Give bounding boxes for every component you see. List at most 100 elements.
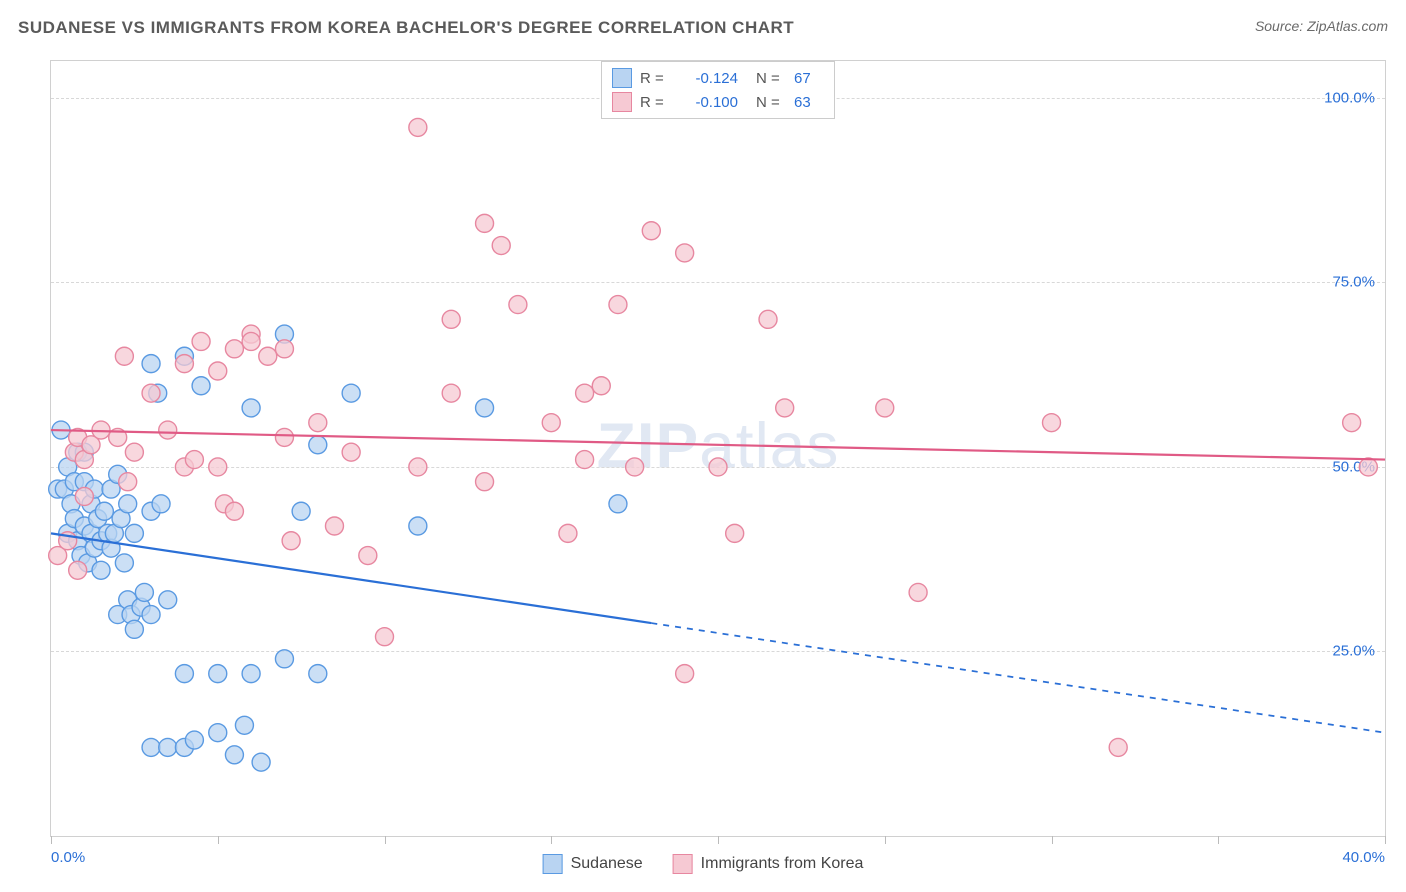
legend-label-sudanese: Sudanese [571, 855, 643, 873]
data-point [292, 502, 310, 520]
chart-title: SUDANESE VS IMMIGRANTS FROM KOREA BACHEL… [18, 18, 794, 37]
data-point [642, 222, 660, 240]
data-point [95, 502, 113, 520]
data-point [876, 399, 894, 417]
data-point [309, 665, 327, 683]
data-point [119, 473, 137, 491]
data-point [209, 724, 227, 742]
n-value-korea: 63 [794, 94, 824, 111]
data-point [192, 332, 210, 350]
data-point [225, 340, 243, 358]
data-point [609, 495, 627, 513]
data-point [159, 591, 177, 609]
data-point [1109, 738, 1127, 756]
data-point [275, 650, 293, 668]
data-point [185, 731, 203, 749]
data-point [175, 665, 193, 683]
data-point [209, 665, 227, 683]
data-point [592, 377, 610, 395]
data-point [442, 310, 460, 328]
correlation-legend: R = -0.124 N = 67 R = -0.100 N = 63 [601, 61, 835, 119]
legend-item-korea: Immigrants from Korea [673, 854, 864, 874]
swatch-sudanese [612, 68, 632, 88]
data-point [576, 384, 594, 402]
data-point [409, 517, 427, 535]
data-point [282, 532, 300, 550]
data-point [142, 738, 160, 756]
data-point [242, 399, 260, 417]
scatter-svg [51, 61, 1385, 836]
data-point [325, 517, 343, 535]
data-point [142, 355, 160, 373]
trend-line-extrapolated [651, 623, 1385, 733]
data-point [125, 443, 143, 461]
data-point [542, 414, 560, 432]
data-point [476, 399, 494, 417]
data-point [275, 428, 293, 446]
data-point [759, 310, 777, 328]
data-point [1359, 458, 1377, 476]
data-point [342, 384, 360, 402]
series-legend: Sudanese Immigrants from Korea [543, 854, 864, 874]
data-point [909, 583, 927, 601]
data-point [142, 384, 160, 402]
data-point [75, 487, 93, 505]
legend-label-korea: Immigrants from Korea [701, 855, 864, 873]
data-point [1043, 414, 1061, 432]
data-point [119, 495, 137, 513]
data-point [476, 473, 494, 491]
data-point [152, 495, 170, 513]
data-point [92, 561, 110, 579]
data-point [309, 414, 327, 432]
data-point [115, 554, 133, 572]
data-point [185, 451, 203, 469]
data-point [209, 362, 227, 380]
data-point [1343, 414, 1361, 432]
data-point [235, 716, 253, 734]
x-tick-label: 0.0% [51, 849, 85, 866]
r-value-korea: -0.100 [678, 94, 738, 111]
data-point [69, 561, 87, 579]
data-point [175, 355, 193, 373]
data-point [509, 296, 527, 314]
data-point [492, 237, 510, 255]
r-label: R = [640, 70, 670, 87]
data-point [192, 377, 210, 395]
data-point [442, 384, 460, 402]
n-label: N = [756, 94, 786, 111]
data-point [115, 347, 133, 365]
legend-item-sudanese: Sudanese [543, 854, 643, 874]
data-point [252, 753, 270, 771]
swatch-korea-icon [673, 854, 693, 874]
data-point [225, 502, 243, 520]
data-point [159, 421, 177, 439]
data-point [242, 665, 260, 683]
data-point [409, 118, 427, 136]
r-value-sudanese: -0.124 [678, 70, 738, 87]
swatch-korea [612, 92, 632, 112]
data-point [559, 524, 577, 542]
data-point [259, 347, 277, 365]
legend-row-sudanese: R = -0.124 N = 67 [612, 66, 824, 90]
data-point [309, 436, 327, 454]
r-label: R = [640, 94, 670, 111]
data-point [342, 443, 360, 461]
data-point [125, 620, 143, 638]
data-point [626, 458, 644, 476]
plot-area: ZIPatlas 25.0%50.0%75.0%100.0%0.0%40.0% … [50, 60, 1386, 837]
data-point [709, 458, 727, 476]
data-point [142, 606, 160, 624]
x-tick-label: 40.0% [1342, 849, 1385, 866]
data-point [576, 451, 594, 469]
data-point [275, 340, 293, 358]
data-point [225, 746, 243, 764]
data-point [726, 524, 744, 542]
data-point [776, 399, 794, 417]
n-label: N = [756, 70, 786, 87]
data-point [135, 583, 153, 601]
data-point [359, 547, 377, 565]
data-point [676, 665, 694, 683]
data-point [125, 524, 143, 542]
source-label: Source: ZipAtlas.com [1255, 18, 1388, 34]
legend-row-korea: R = -0.100 N = 63 [612, 90, 824, 114]
